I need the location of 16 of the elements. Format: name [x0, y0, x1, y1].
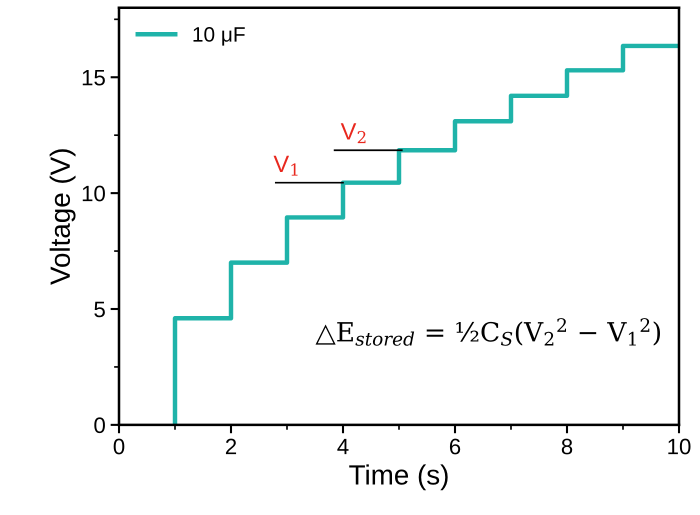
y-tick-label: 15: [82, 70, 105, 86]
x-axis-title: Time (s): [349, 464, 448, 490]
annotation: V$_{2}$: [340, 123, 366, 144]
x-tick-label: 2: [226, 438, 236, 454]
x-tick-label: 8: [562, 438, 572, 454]
x-tick-label: 10: [668, 438, 690, 454]
y-axis-title: Voltage (V): [50, 149, 76, 285]
y-tick-label: 0: [94, 417, 105, 434]
x-tick-label: 6: [450, 438, 460, 454]
y-tick-label: 5: [94, 302, 105, 318]
y-tick-label: 10: [82, 186, 105, 202]
annotation: V$_{1}$: [274, 156, 298, 176]
x-tick-label: 0: [114, 438, 124, 454]
legend-label: 10 μF: [194, 27, 245, 46]
text: △E$_{stored}$ = ½C$_{S}$(V$_{2}$$^{2}$ − V$_{1}$$^{2}$): [316, 318, 660, 346]
x-tick-label: 4: [337, 438, 349, 454]
